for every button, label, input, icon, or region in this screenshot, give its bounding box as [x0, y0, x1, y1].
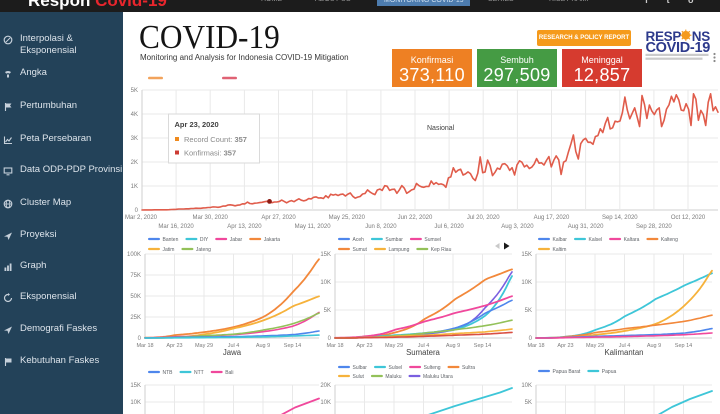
- svg-text:Papua Barat: Papua Barat: [553, 369, 581, 375]
- svg-text:Sumbar: Sumbar: [385, 237, 403, 243]
- svg-text:Mar 18: Mar 18: [136, 343, 153, 349]
- svg-text:Aug 17, 2020: Aug 17, 2020: [534, 215, 570, 221]
- svg-text:3K: 3K: [131, 136, 138, 142]
- svg-text:Sumsel: Sumsel: [424, 237, 441, 243]
- svg-text:Mar 30, 2020: Mar 30, 2020: [193, 215, 229, 221]
- svg-text:Sep 14, 2020: Sep 14, 2020: [602, 215, 638, 221]
- svg-text:5K: 5K: [525, 400, 532, 406]
- svg-text:Sep 28, 2020: Sep 28, 2020: [636, 224, 672, 230]
- svg-text:Sulut: Sulut: [353, 374, 365, 380]
- svg-text:Bali: Bali: [225, 370, 233, 376]
- svg-text:Jateng: Jateng: [196, 247, 211, 253]
- svg-text:Jun 22, 2020: Jun 22, 2020: [398, 215, 433, 221]
- svg-text:Papua: Papua: [602, 369, 617, 375]
- svg-text:50K: 50K: [130, 294, 141, 300]
- svg-text:Jul 4: Jul 4: [228, 343, 240, 349]
- svg-text:Jul 20, 2020: Jul 20, 2020: [467, 215, 500, 221]
- svg-text:Oct 12, 2020: Oct 12, 2020: [671, 215, 706, 221]
- svg-text:Kaltara: Kaltara: [624, 237, 640, 243]
- svg-text:Maluku: Maluku: [385, 374, 401, 380]
- svg-text:Apr 23, 2020: Apr 23, 2020: [175, 120, 219, 129]
- svg-text:Sumut: Sumut: [353, 247, 368, 253]
- svg-text:0: 0: [529, 336, 533, 342]
- svg-text:Maluku Utara: Maluku Utara: [423, 374, 453, 380]
- svg-text:10K: 10K: [521, 280, 532, 286]
- svg-text:May 29: May 29: [195, 343, 213, 349]
- svg-text:Aug 31, 2020: Aug 31, 2020: [568, 224, 604, 230]
- svg-text:Mar 18: Mar 18: [326, 343, 343, 349]
- svg-text:RESP: RESP: [646, 29, 682, 44]
- svg-text:0: 0: [328, 336, 332, 342]
- svg-text:Jakarta: Jakarta: [264, 237, 281, 243]
- svg-text:NTB: NTB: [163, 370, 174, 376]
- svg-text:Kalsel: Kalsel: [589, 237, 603, 243]
- svg-text:Jatim: Jatim: [163, 247, 175, 253]
- svg-text:NS: NS: [692, 29, 710, 44]
- svg-text:Sep 14: Sep 14: [474, 343, 491, 349]
- svg-text:DIY: DIY: [200, 237, 209, 243]
- svg-text:Aceh: Aceh: [353, 237, 365, 243]
- svg-text:NTT: NTT: [194, 370, 204, 376]
- svg-text:Aug 9: Aug 9: [256, 343, 270, 349]
- svg-text:Jul 4: Jul 4: [418, 343, 430, 349]
- svg-text:5K: 5K: [324, 308, 331, 314]
- svg-text:May 11, 2020: May 11, 2020: [295, 224, 332, 230]
- svg-text:Sumatera: Sumatera: [406, 348, 440, 357]
- svg-text:0: 0: [135, 208, 139, 214]
- svg-text:Kalbar: Kalbar: [553, 237, 568, 243]
- svg-text:COVID-19: COVID-19: [646, 40, 711, 56]
- svg-text:Banten: Banten: [163, 237, 179, 243]
- svg-text:Kep Riau: Kep Riau: [431, 247, 452, 253]
- svg-text:10K: 10K: [130, 400, 141, 406]
- svg-text:Apr 13, 2020: Apr 13, 2020: [227, 224, 262, 230]
- svg-text:Jul 6, 2020: Jul 6, 2020: [434, 224, 464, 230]
- svg-text:100K: 100K: [127, 252, 141, 258]
- svg-text:75K: 75K: [130, 273, 141, 279]
- svg-text:Apr 27, 2020: Apr 27, 2020: [261, 215, 296, 221]
- svg-text:Kalteng: Kalteng: [661, 237, 678, 243]
- svg-text:Kalimantan: Kalimantan: [604, 348, 643, 357]
- svg-text:Apr 23: Apr 23: [557, 343, 573, 349]
- svg-text:Jawa: Jawa: [223, 348, 242, 357]
- svg-text:10K: 10K: [320, 280, 331, 286]
- svg-text:Apr 23: Apr 23: [166, 343, 182, 349]
- svg-text:Aug 9: Aug 9: [647, 343, 661, 349]
- svg-text:Sep 14: Sep 14: [284, 343, 301, 349]
- svg-text:Kaltim: Kaltim: [553, 247, 567, 253]
- svg-text:Mar 16, 2020: Mar 16, 2020: [158, 224, 194, 230]
- svg-text:Konfirmasi: 357: Konfirmasi: 357: [184, 149, 236, 158]
- svg-text:Nasional: Nasional: [427, 125, 455, 132]
- svg-text:Aug 3, 2020: Aug 3, 2020: [501, 224, 534, 230]
- svg-text:Apr 23: Apr 23: [356, 343, 372, 349]
- svg-text:15K: 15K: [320, 252, 331, 258]
- svg-text:May 25, 2020: May 25, 2020: [329, 215, 366, 221]
- svg-text:2K: 2K: [131, 160, 138, 166]
- svg-text:Sulteng: Sulteng: [424, 365, 441, 371]
- svg-text:20K: 20K: [320, 383, 331, 389]
- svg-text:Lampung: Lampung: [389, 247, 410, 253]
- svg-text:Record Count: 357: Record Count: 357: [184, 135, 247, 144]
- svg-text:4K: 4K: [131, 112, 138, 118]
- svg-text:May 29: May 29: [586, 343, 604, 349]
- svg-text:Sulbar: Sulbar: [353, 365, 368, 371]
- svg-text:15K: 15K: [521, 252, 532, 258]
- svg-text:Mar 2, 2020: Mar 2, 2020: [125, 215, 158, 221]
- svg-text:10K: 10K: [320, 400, 331, 406]
- svg-text:0: 0: [138, 336, 142, 342]
- svg-text:15K: 15K: [130, 383, 141, 389]
- svg-text:Sulsel: Sulsel: [389, 365, 403, 371]
- svg-text:10K: 10K: [521, 383, 532, 389]
- svg-text:25K: 25K: [130, 315, 141, 321]
- svg-text:5K: 5K: [525, 308, 532, 314]
- svg-text:Jun 8, 2020: Jun 8, 2020: [365, 224, 397, 230]
- svg-text:5K: 5K: [131, 88, 138, 94]
- svg-text:May 29: May 29: [385, 343, 403, 349]
- svg-text:Mar 18: Mar 18: [527, 343, 544, 349]
- svg-text:Jabar: Jabar: [230, 237, 243, 243]
- svg-text:1K: 1K: [131, 184, 138, 190]
- svg-text:Sultra: Sultra: [462, 365, 475, 371]
- svg-text:Sep 14: Sep 14: [675, 343, 692, 349]
- svg-text:Jul 4: Jul 4: [619, 343, 631, 349]
- svg-text:Aug 9: Aug 9: [446, 343, 460, 349]
